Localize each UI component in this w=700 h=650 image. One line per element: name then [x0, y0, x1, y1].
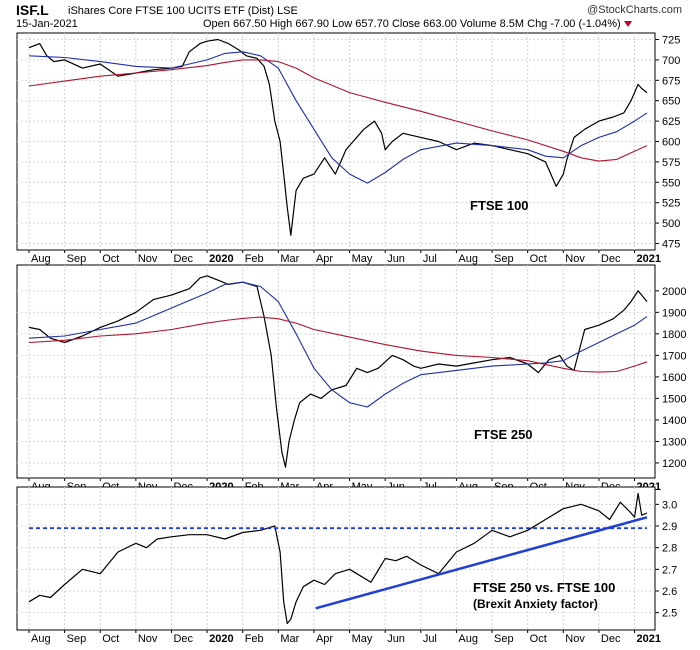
y-tick-label: 575	[662, 157, 680, 169]
y-tick-label: 2.5	[662, 608, 677, 620]
y-tick-label: 725	[662, 35, 680, 47]
y-tick-label: 2.7	[662, 564, 677, 576]
x-tick-label: 2021	[637, 253, 661, 265]
series-line-support-trendline	[315, 516, 648, 610]
y-tick-label: 700	[662, 55, 680, 67]
ticker-description: iShares Core FTSE 100 UCITS ETF (Dist) L…	[68, 5, 298, 17]
x-tick-label: May	[352, 633, 373, 645]
y-tick-label: 525	[662, 198, 680, 210]
x-tick-label: Apr	[316, 633, 333, 645]
exchange-label: LSE	[277, 5, 298, 17]
x-tick-label: 2021	[637, 633, 661, 645]
x-tick-label: Nov	[565, 253, 585, 265]
panel-1: 475 500 525 550 575 600 625 650 675 700 725 FTSE 10…	[16, 32, 680, 265]
y-tick-label: 2.8	[662, 543, 677, 555]
y-tick-label: 2.6	[662, 586, 677, 598]
panel-title: FTSE 250	[474, 427, 533, 442]
x-tick-label: May	[352, 253, 373, 265]
fund-name: iShares Core FTSE 100 UCITS ETF (Dist)	[68, 5, 274, 17]
x-tick-label: Nov	[138, 253, 158, 265]
panel-frame	[16, 264, 656, 479]
x-tick-label: Aug	[458, 633, 478, 645]
panel-subtitle: (Brexit Anxiety factor)	[473, 597, 598, 611]
x-tick-label: Dec	[173, 253, 193, 265]
y-tick-label: 475	[662, 238, 680, 250]
x-tick-label: 2020	[209, 253, 233, 265]
x-tick-label: Jun	[387, 633, 405, 645]
panel-frame	[16, 32, 656, 251]
x-tick-label: Mar	[280, 633, 299, 645]
series-line-50-day-ma	[28, 281, 648, 408]
y-tick-label: 1500	[662, 393, 686, 405]
x-tick-label: Dec	[601, 253, 621, 265]
y-tick-label: 675	[662, 75, 680, 87]
y-tick-label: 1400	[662, 415, 686, 427]
x-tick-label: Sep	[494, 633, 514, 645]
y-tick-label: 1300	[662, 436, 686, 448]
series-line-200-day-ma	[28, 59, 648, 162]
y-tick-label: 1900	[662, 307, 686, 319]
down-arrow-icon	[623, 21, 632, 28]
x-tick-label: Aug	[31, 253, 51, 265]
x-tick-label: Feb	[245, 253, 264, 265]
x-tick-label: Nov	[138, 633, 158, 645]
x-tick-label: Mar	[280, 253, 299, 265]
y-tick-label: 625	[662, 116, 680, 128]
x-tick-label: Jul	[423, 633, 437, 645]
series-line-ratio	[28, 492, 648, 625]
y-tick-label: 650	[662, 96, 680, 108]
quote-values: Open 667.50 High 667.90 Low 657.70 Close…	[203, 18, 621, 30]
series-line-50-day-ma	[28, 51, 648, 184]
panel-3: 2.5 2.6 2.7 2.8 2.9 3.0 FTSE 250 vs. FTSE 100 (…	[16, 486, 677, 645]
y-tick-label: 550	[662, 177, 680, 189]
x-tick-label: Oct	[102, 253, 119, 265]
y-tick-label: 1700	[662, 350, 686, 362]
panel-frame	[16, 486, 656, 631]
x-tick-label: Aug	[458, 253, 478, 265]
x-tick-label: Jul	[423, 253, 437, 265]
y-tick-label: 600	[662, 137, 680, 149]
panel-title: FTSE 250 vs. FTSE 100	[473, 580, 615, 595]
stockcharts-watermark: @StockCharts.com	[587, 4, 682, 16]
y-tick-label: 500	[662, 218, 680, 230]
x-tick-label: 2020	[209, 633, 233, 645]
x-tick-label: Sep	[494, 253, 514, 265]
x-tick-label: Oct	[530, 253, 547, 265]
panel-2: 1200 1300 1400 1500 1600 1700 1800 1900 2000 FTSE…	[16, 264, 686, 493]
y-tick-label: 3.0	[662, 499, 677, 511]
x-tick-label: Nov	[565, 633, 585, 645]
quote-summary: Open 667.50 High 667.90 Low 657.70 Close…	[203, 18, 632, 30]
x-tick-label: Aug	[31, 633, 51, 645]
series-line-200-day-ma	[28, 316, 648, 373]
x-tick-label: Dec	[601, 633, 621, 645]
y-tick-label: 2.9	[662, 521, 677, 533]
x-tick-label: Oct	[102, 633, 119, 645]
y-tick-label: 1800	[662, 329, 686, 341]
x-tick-label: Sep	[67, 633, 87, 645]
x-tick-label: Jun	[387, 253, 405, 265]
x-tick-label: Apr	[316, 253, 333, 265]
quote-date: 15-Jan-2021	[16, 18, 78, 30]
x-tick-label: Oct	[530, 633, 547, 645]
x-tick-label: Feb	[245, 633, 264, 645]
ticker-symbol: ISF.L	[16, 2, 49, 18]
panel-title: FTSE 100	[470, 198, 529, 213]
x-tick-label: Dec	[173, 633, 193, 645]
y-tick-label: 1600	[662, 372, 686, 384]
y-tick-label: 1200	[662, 458, 686, 470]
y-tick-label: 2000	[662, 286, 686, 298]
x-tick-label: Sep	[67, 253, 87, 265]
